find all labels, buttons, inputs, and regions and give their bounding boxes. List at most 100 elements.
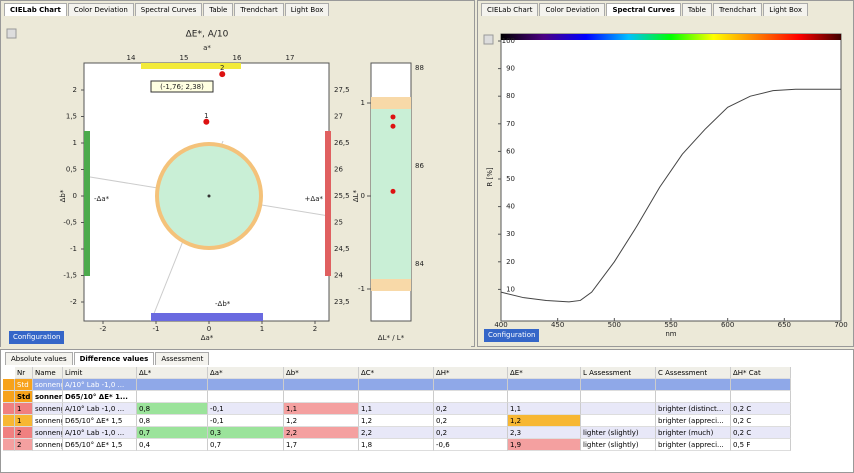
table-cell[interactable]: -0,1 <box>208 415 284 427</box>
table-cell[interactable]: 0,7 <box>208 439 284 451</box>
table-cell[interactable] <box>434 391 508 403</box>
table-cell[interactable]: sonnengelb 1 <box>33 379 63 391</box>
tab[interactable]: Color Deviation <box>67 3 134 16</box>
table-cell[interactable]: brighter (appreci... <box>656 439 731 451</box>
table-cell[interactable]: sonnengelb 4 <box>33 439 63 451</box>
y-tick-label: 100 <box>502 37 515 45</box>
tab[interactable]: CIELab Chart <box>481 3 539 16</box>
tab[interactable]: Trendchart <box>712 3 763 16</box>
tab[interactable]: Difference values <box>73 352 155 365</box>
tab[interactable]: Spectral Curves <box>134 3 203 16</box>
table-cell[interactable]: 1,2 <box>508 415 581 427</box>
table-cell[interactable]: 1,2 <box>359 415 434 427</box>
table-cell[interactable]: 1,1 <box>359 403 434 415</box>
tab[interactable]: Light Box <box>763 3 809 16</box>
table-cell[interactable]: 0,2 <box>434 415 508 427</box>
table-cell[interactable]: 1,7 <box>284 439 359 451</box>
table-cell[interactable]: 2,2 <box>359 427 434 439</box>
table-cell[interactable] <box>208 391 284 403</box>
table-cell[interactable]: 0,7 <box>137 427 208 439</box>
table-cell[interactable] <box>434 379 508 391</box>
table-cell[interactable] <box>284 391 359 403</box>
table-cell[interactable]: -0,1 <box>208 403 284 415</box>
table-cell[interactable] <box>284 379 359 391</box>
lightness-right-tick: 84 <box>415 260 424 268</box>
tab[interactable]: Absolute values <box>5 352 73 365</box>
tab[interactable]: Table <box>203 3 234 16</box>
table-cell[interactable]: sonnengelb 3 <box>33 403 63 415</box>
y-tick-label: 0 <box>73 192 77 200</box>
table-cell[interactable]: 0,2 C <box>731 415 791 427</box>
table-cell[interactable]: D65/10° ΔE* 1,5 <box>63 415 137 427</box>
tab[interactable]: Trendchart <box>234 3 284 16</box>
table-cell[interactable]: lighter (slightly) <box>581 427 656 439</box>
table-cell[interactable]: 2,3 <box>508 427 581 439</box>
table-cell[interactable]: 2 <box>15 439 33 451</box>
table-cell[interactable] <box>508 391 581 403</box>
table-cell[interactable] <box>137 379 208 391</box>
table-cell[interactable] <box>656 379 731 391</box>
tab[interactable]: Table <box>681 3 712 16</box>
table-cell[interactable]: 0,8 <box>137 415 208 427</box>
tab[interactable]: Spectral Curves <box>606 3 681 16</box>
table-cell[interactable]: 1,9 <box>508 439 581 451</box>
top-tick-label: 17 <box>286 54 295 62</box>
table-cell[interactable]: 0,4 <box>137 439 208 451</box>
table-cell[interactable]: sonnengelb 3 <box>33 415 63 427</box>
table-cell[interactable]: 1 <box>15 403 33 415</box>
table-cell[interactable]: 1,2 <box>284 415 359 427</box>
tab[interactable]: Color Deviation <box>539 3 606 16</box>
tab[interactable]: Assessment <box>155 352 210 365</box>
table-cell[interactable]: Std <box>15 391 33 403</box>
table-cell[interactable]: brighter (appreci... <box>656 415 731 427</box>
tab[interactable]: CIELab Chart <box>4 3 67 16</box>
table-cell[interactable] <box>731 379 791 391</box>
table-cell[interactable]: 1,1 <box>508 403 581 415</box>
table-cell[interactable]: 0,8 <box>137 403 208 415</box>
configuration-button[interactable]: Configuration <box>9 331 65 344</box>
tab[interactable]: Light Box <box>284 3 330 16</box>
table-cell[interactable]: 2,2 <box>284 427 359 439</box>
table-cell[interactable]: 0,3 <box>208 427 284 439</box>
sample-point <box>219 71 226 78</box>
table-cell[interactable] <box>581 403 656 415</box>
table-cell[interactable]: 1,8 <box>359 439 434 451</box>
table-cell[interactable]: D65/10° ΔE* 1... <box>63 391 137 403</box>
table-cell[interactable]: brighter (much) <box>656 427 731 439</box>
table-cell[interactable] <box>208 379 284 391</box>
table-cell[interactable] <box>137 391 208 403</box>
table-cell[interactable] <box>731 391 791 403</box>
table-cell[interactable] <box>359 379 434 391</box>
table-cell[interactable]: 1 <box>15 415 33 427</box>
table-cell[interactable]: 0,2 <box>434 403 508 415</box>
column-header: ΔL* <box>137 367 208 379</box>
table-cell[interactable] <box>508 379 581 391</box>
configuration-button[interactable]: Configuration <box>484 329 540 342</box>
table-cell[interactable]: sonnengelb 4 <box>33 427 63 439</box>
table-cell[interactable]: 0,5 F <box>731 439 791 451</box>
table-cell[interactable]: -0,6 <box>434 439 508 451</box>
table-cell[interactable]: Std <box>15 379 33 391</box>
table-cell[interactable] <box>359 391 434 403</box>
table-cell[interactable]: 1,1 <box>284 403 359 415</box>
y-axis-label: Δb* <box>59 189 67 202</box>
lightness-point <box>390 114 396 120</box>
table-cell[interactable]: lighter (slightly) <box>581 439 656 451</box>
table-cell[interactable] <box>656 391 731 403</box>
table-cell[interactable]: sonnengelb 1 <box>33 391 63 403</box>
table-cell[interactable]: 2 <box>15 427 33 439</box>
x-tick-label: 450 <box>551 321 564 329</box>
table-cell[interactable]: brighter (distinct... <box>656 403 731 415</box>
table-cell[interactable] <box>581 415 656 427</box>
table-cell[interactable] <box>581 379 656 391</box>
table-cell[interactable]: A/10° Lab -1,0 ... <box>63 403 137 415</box>
table-cell[interactable]: D65/10° ΔE* 1,5 <box>63 439 137 451</box>
table-cell[interactable] <box>581 391 656 403</box>
bottom-panel: Absolute values Difference values Assessme… <box>0 349 854 473</box>
table-cell[interactable]: A/10° Lab -1,0 ... <box>63 379 137 391</box>
table-cell[interactable]: 0,2 C <box>731 403 791 415</box>
top-axis-label: a* <box>203 44 211 52</box>
table-cell[interactable]: 0,2 C <box>731 427 791 439</box>
table-cell[interactable]: 0,2 <box>434 427 508 439</box>
table-cell[interactable]: A/10° Lab -1,0 ... <box>63 427 137 439</box>
